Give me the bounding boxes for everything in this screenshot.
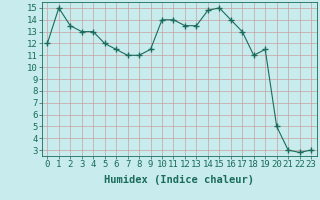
X-axis label: Humidex (Indice chaleur): Humidex (Indice chaleur) [104,175,254,185]
